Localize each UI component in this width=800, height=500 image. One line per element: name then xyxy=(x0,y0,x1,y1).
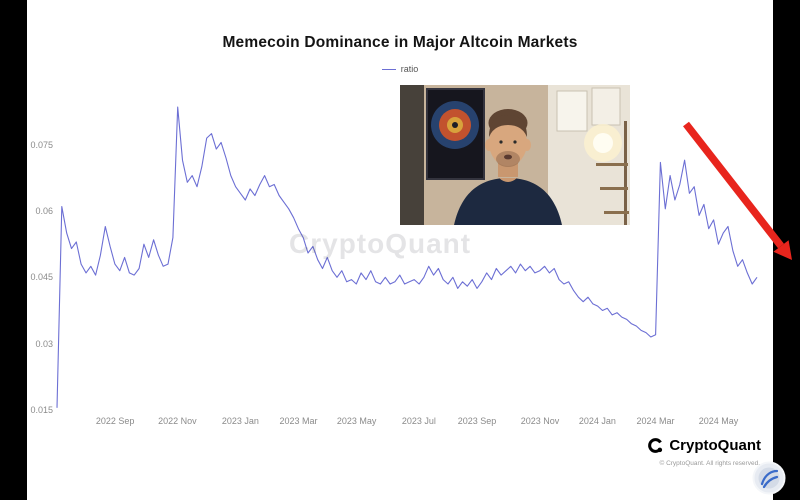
y-axis-label: 0.045 xyxy=(30,272,53,283)
x-axis-label: 2023 Sep xyxy=(457,416,497,426)
cryptoquant-watermark: CryptoQuant xyxy=(289,228,472,259)
ratio-line-series xyxy=(56,106,758,408)
y-axis-label: 0.03 xyxy=(35,338,53,349)
chart-legend: ratio xyxy=(27,64,773,74)
x-axis-label: 2023 May xyxy=(336,416,377,426)
plot-area xyxy=(56,85,758,410)
chart-title: Memecoin Dominance in Major Altcoin Mark… xyxy=(222,34,578,51)
cryptoquant-logo-icon xyxy=(648,438,664,453)
x-axis: 2022 Sep 2022 Nov 2023 Jan 2023 Mar 2023 May… xyxy=(57,416,757,430)
presenter-webcam-overlay xyxy=(400,85,630,225)
y-axis: 0.075 0.06 0.045 0.03 0.015 xyxy=(27,85,53,415)
lamp-glow xyxy=(584,124,622,162)
y-axis-label: 0.06 xyxy=(35,206,53,217)
cryptoquant-logo-text: CryptoQuant xyxy=(669,437,761,454)
legend-line-marker xyxy=(381,68,396,70)
x-axis-label: 2024 May xyxy=(698,416,739,426)
legend-label: ratio xyxy=(400,64,419,74)
x-axis-label: 2023 Mar xyxy=(279,416,318,426)
x-axis-label: 2023 Nov xyxy=(520,416,560,426)
x-axis-label: 2024 Mar xyxy=(636,416,675,426)
x-axis-label: 2022 Sep xyxy=(95,416,135,426)
video-frame-content: Memecoin Dominance in Major Altcoin Mark… xyxy=(27,0,773,500)
presenter-scene xyxy=(400,85,630,225)
y-axis-label: 0.015 xyxy=(30,405,53,415)
cryptoquant-brand: CryptoQuant xyxy=(647,437,761,454)
x-axis-label: 2023 Jul xyxy=(401,416,436,426)
wall-certificate xyxy=(556,90,588,132)
shelf xyxy=(596,121,629,225)
copyright-text: © CryptoQuant. All rights reserved. xyxy=(659,460,760,467)
letterbox-right xyxy=(773,0,800,500)
presenter xyxy=(454,109,562,225)
letterbox-left xyxy=(0,0,27,500)
x-axis-label: 2023 Jan xyxy=(221,416,259,426)
channel-logo-badge xyxy=(752,461,786,495)
x-axis-label: 2022 Nov xyxy=(158,416,197,426)
wall-art-frame xyxy=(426,88,485,180)
y-axis-label: 0.075 xyxy=(30,139,53,150)
x-axis-label: 2024 Jan xyxy=(578,416,616,426)
wall-certificate xyxy=(591,87,621,126)
